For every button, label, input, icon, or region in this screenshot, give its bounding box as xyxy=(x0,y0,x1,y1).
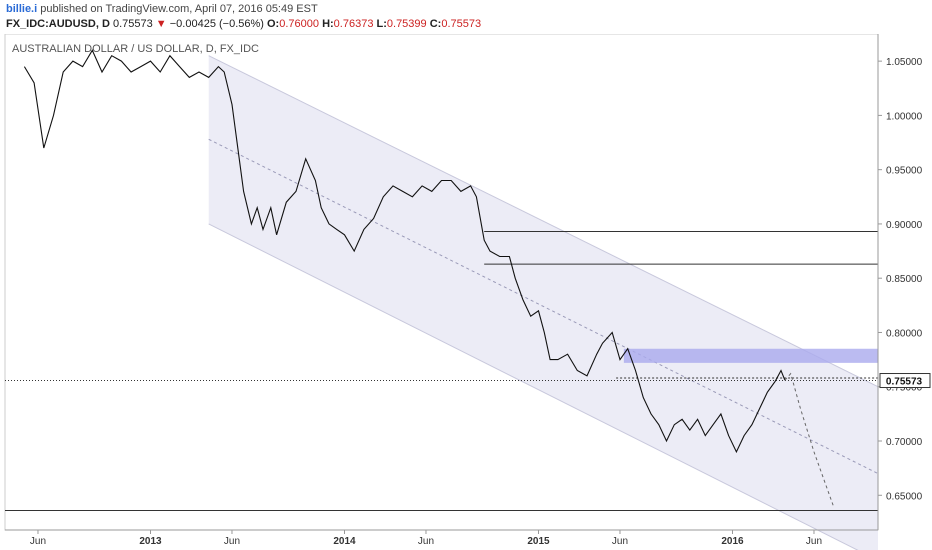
price-axis[interactable]: 1.05000 1.00000 0.95000 0.90000 0.85000 0.800… xyxy=(878,57,923,502)
horizontal-levels xyxy=(5,231,878,511)
x-tick-label: Jun xyxy=(612,536,628,547)
x-tick-label: 2015 xyxy=(527,536,550,547)
x-tick-label: 2013 xyxy=(139,536,162,547)
y-tick-label: 0.75000 xyxy=(886,383,923,394)
channel-lower-line xyxy=(208,223,859,550)
y-tick-label: 0.80000 xyxy=(886,328,923,339)
regression-channel xyxy=(208,55,879,550)
x-tick-label: 2016 xyxy=(721,536,744,547)
y-tick-label: 0.65000 xyxy=(886,491,923,502)
chart-title: AUSTRALIAN DOLLAR / US DOLLAR, D, FX_IDC xyxy=(12,43,259,55)
chart-header: billie.i published on TradingView.com, A… xyxy=(0,0,932,34)
y-tick-label: 0.90000 xyxy=(886,220,923,231)
open-value: 0.76000 xyxy=(279,18,319,30)
x-tick-label: Jun xyxy=(30,536,46,547)
price-line xyxy=(23,49,786,454)
channel-upper-line xyxy=(208,55,879,388)
last-price-tag: 0.75573 xyxy=(879,373,931,389)
low-value: 0.75399 xyxy=(386,18,427,30)
publish-line: billie.i published on TradingView.com, A… xyxy=(6,3,318,15)
x-tick-label: Jun xyxy=(224,536,240,547)
zone-rect xyxy=(623,348,878,363)
low-label: L: xyxy=(376,18,387,30)
x-tick-label: 2014 xyxy=(333,536,356,547)
high-label: H: xyxy=(322,18,334,30)
close-value: 0.75573 xyxy=(441,18,482,30)
projection-line xyxy=(784,372,834,507)
channel-mid-line xyxy=(208,138,879,475)
y-tick-label: 1.05000 xyxy=(886,57,923,68)
x-tick-label: Jun xyxy=(806,536,822,547)
resistance-zone xyxy=(623,348,878,363)
high-value: 0.76373 xyxy=(333,18,374,30)
open-label: O: xyxy=(267,18,280,30)
symbol-line: FX_IDC:AUDUSD, D 0.75573 ▼ −0.00425 (−0.… xyxy=(6,18,481,30)
down-arrow-icon: ▼ xyxy=(155,18,167,30)
symbol-label: FX_IDC:AUDUSD, D xyxy=(6,18,110,30)
y-tick-label: 1.00000 xyxy=(886,111,923,122)
projection-path xyxy=(784,372,834,507)
last-price-label: 0.75573 xyxy=(886,377,923,388)
author-link[interactable]: billie.i xyxy=(6,3,38,15)
time-axis[interactable]: Jun 2013 Jun 2014 Jun 2015 Jun 2016 Jun xyxy=(30,530,822,547)
price-change: −0.00425 (−0.56%) xyxy=(169,18,264,30)
channel-fill xyxy=(208,55,878,550)
price-chart[interactable]: AUSTRALIAN DOLLAR / US DOLLAR, D, FX_IDC… xyxy=(0,34,932,550)
x-tick-label: Jun xyxy=(418,536,434,547)
y-tick-label: 0.70000 xyxy=(886,437,923,448)
y-tick-label: 0.85000 xyxy=(886,274,923,285)
price-series xyxy=(23,49,786,454)
published-text: published on TradingView.com, April 07, … xyxy=(40,3,318,15)
close-label: C: xyxy=(429,18,442,30)
y-tick-label: 0.95000 xyxy=(886,166,923,177)
last-price: 0.75573 xyxy=(112,18,153,30)
